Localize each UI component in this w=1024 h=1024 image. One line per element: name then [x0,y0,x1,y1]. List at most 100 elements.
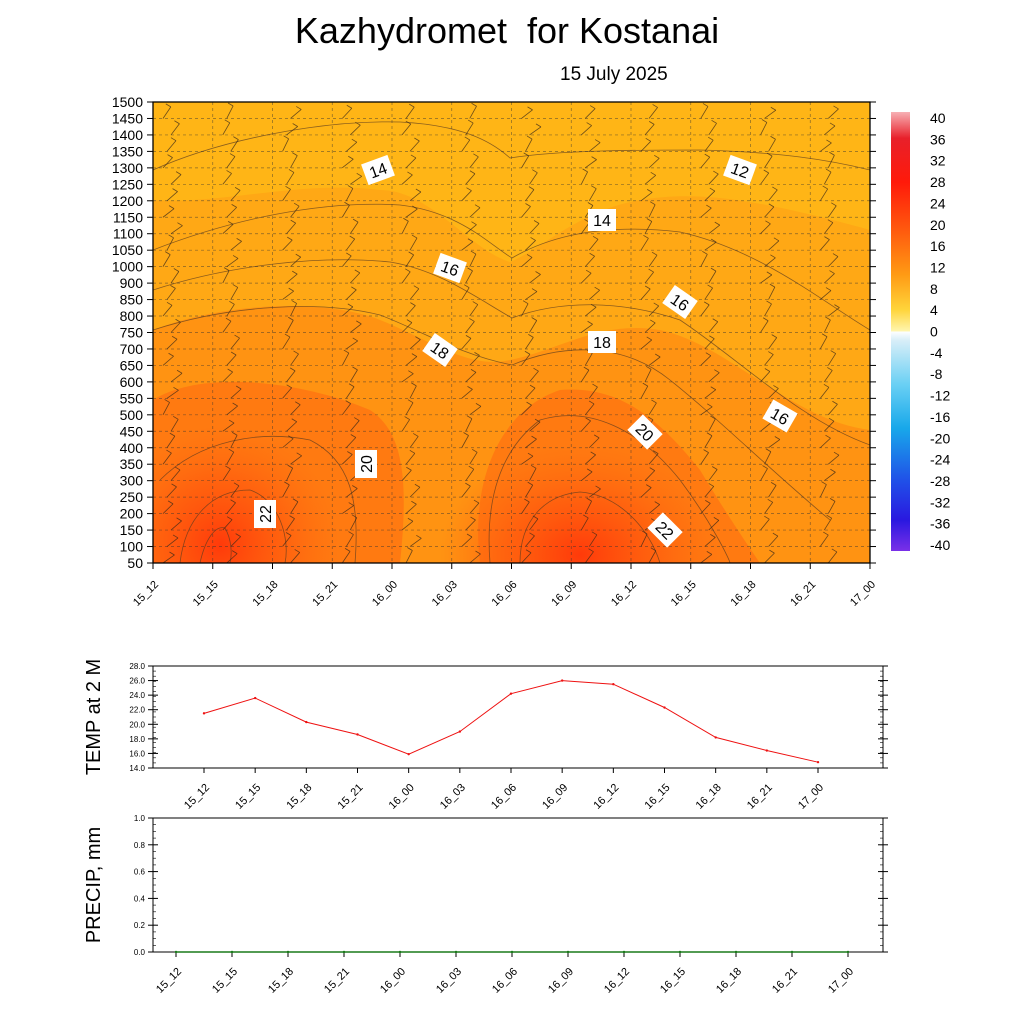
wind-barb [170,419,179,432]
precip-panel-xtick-label: 16_15 [658,966,688,996]
wind-barb [823,125,836,136]
wind-barb [768,535,779,547]
wind-barb [401,470,412,481]
wind-barb [704,537,716,547]
wind-barb [640,288,651,300]
wind-barb [584,353,593,366]
wind-barb-flag [166,301,173,306]
wind-barb [521,501,530,514]
wind-barb [465,122,474,136]
precip-panel-xtick-label: 16_00 [378,966,408,996]
heatmap-ytick-label: 450 [120,423,144,439]
wind-barb-flag [705,500,711,504]
temp-panel-ytick-label: 18.0 [129,735,145,744]
wind-barb [640,339,652,350]
wind-barb-flag [590,451,596,456]
precip-panel-point [230,950,234,954]
wind-barb [461,102,463,103]
wind-barb-flag [468,465,474,470]
heatmap-ytick-label: 350 [120,456,144,472]
wind-barb [525,484,534,498]
wind-barb [580,471,593,481]
wind-barb [166,435,176,448]
wind-barb-flag [648,121,655,125]
wind-barb [644,470,656,481]
wind-barb [525,189,535,202]
wind-barb [230,139,239,152]
contour-label-bg [762,399,798,433]
wind-barb [286,222,296,234]
wind-barb-flag [405,120,412,125]
heatmap-ytick-label: 250 [120,489,144,505]
contour-label-bg [588,209,616,231]
wind-barb-flag [774,90,779,93]
wind-barb-flag [470,250,477,255]
wind-barb-flag [467,267,473,272]
wind-barb-flag [175,171,182,175]
wind-barb [768,439,781,449]
wind-barb-flag [168,205,175,209]
wind-barb-flag [524,350,531,355]
wind-barb [648,402,657,416]
wind-barb [708,173,719,185]
wind-barb-flag [470,369,477,373]
wind-barb [584,403,595,416]
wind-barb [282,387,292,399]
wind-barb [461,485,471,498]
wind-barb [349,124,361,136]
wind-barb-flag [463,432,469,436]
contour-label-text: 12 [728,160,751,182]
heatmap-ytick-label: 1400 [112,127,143,143]
contour-label: 18 [422,332,458,368]
wind-barb [764,206,775,218]
wind-barb-flag [591,156,597,160]
wind-barb [760,422,772,432]
temp-panel-frame [152,665,884,769]
wind-barb [170,372,183,383]
wind-barb [226,451,235,465]
wind-barb [162,208,175,218]
wind-barb [170,271,180,284]
wind-barb-flag [408,251,414,256]
temp-panel-point [305,720,308,724]
temp-panel-point [356,733,359,736]
wind-barb-flag [706,204,712,209]
wind-barb [346,488,358,498]
wind-barb [529,320,538,333]
heatmap-ytick-label: 400 [120,440,144,456]
wind-barb-flag [531,288,538,292]
wind-barb-flag [582,168,588,173]
wind-barb-flag [467,238,474,243]
wind-barb [584,454,596,465]
wind-barb [640,238,649,251]
wind-barb [286,370,296,383]
wind-barb-flag [527,106,533,111]
wind-barb [708,469,718,481]
wind-barb [704,102,706,103]
heatmap-xtick-label: 15_15 [191,579,221,609]
wind-barb [469,553,481,563]
wind-barb-flag [587,320,593,325]
wind-barb-flag [830,468,836,473]
wind-barb [401,271,411,284]
wind-barb [469,304,479,317]
wind-barb [823,319,831,333]
wind-barb [349,420,360,432]
wind-barb-flag [531,435,537,440]
heatmap-ytick-label: 500 [120,407,144,423]
contour-label-text: 22 [258,505,275,523]
wind-barb-flag [469,170,476,175]
wind-barb [700,406,713,416]
precip-panel-point [510,950,514,954]
wind-barb [529,223,540,234]
wind-barb [409,486,421,498]
wind-barb-flag [649,467,655,471]
wind-barb-flag [292,123,298,127]
wind-barb [704,241,717,251]
wind-barb-flag [525,203,531,207]
colorbar-tick-label: -28 [930,473,950,489]
wind-barb-flag [229,300,235,305]
wind-barb [162,503,174,514]
wind-barb [581,323,593,333]
precip-panel-xtick-label: 15_18 [266,966,296,996]
